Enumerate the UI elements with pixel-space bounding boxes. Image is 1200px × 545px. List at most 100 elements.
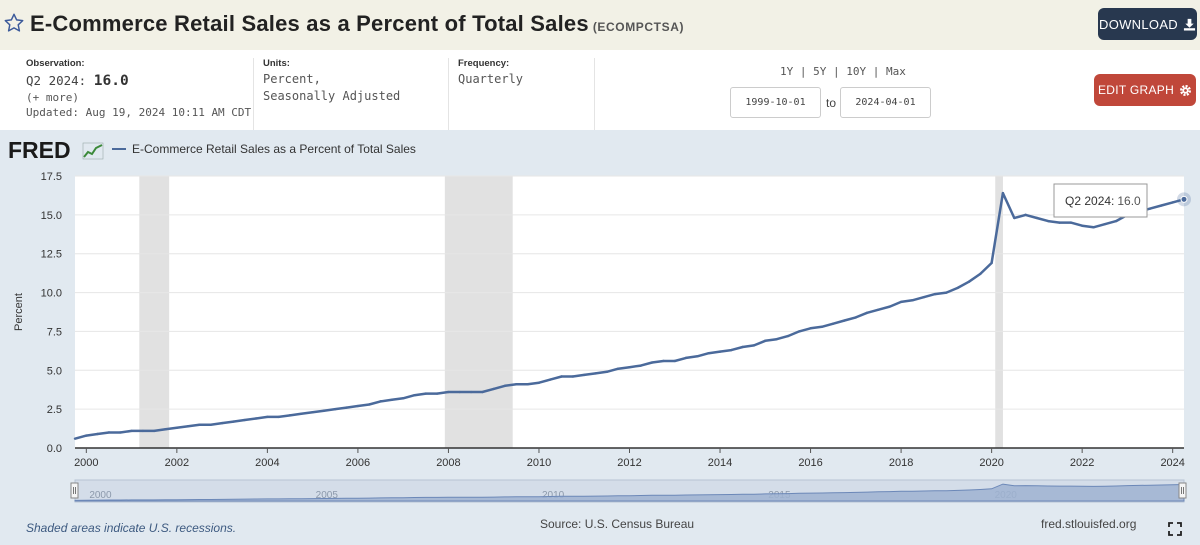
site-link[interactable]: fred.stlouisfed.org [1041,517,1137,531]
frequency-cell: Frequency: Quarterly [457,58,595,130]
x-tick-label: 2012 [617,457,641,469]
navigator-series-area [74,483,1185,502]
data-point [639,364,643,367]
data-point [1148,207,1152,210]
range-1y-button[interactable]: 1Y [780,65,794,78]
data-point [1035,216,1039,220]
data-point [515,383,518,386]
navigator-label: 2010 [542,490,565,501]
series-title: E-Commerce Retail Sales as a Percent of … [30,11,589,36]
data-point [186,425,190,428]
series-info-bar: Observation: Q2 2024: 16.0 (+ more) Upda… [0,50,1200,130]
data-point [877,308,880,311]
data-point [435,392,439,395]
frequency-value: Quarterly [458,72,524,86]
data-point [764,339,767,342]
y-tick-label: 7.5 [47,326,62,338]
data-point [865,311,869,314]
x-tick-label: 2014 [708,457,732,469]
range-10y-button[interactable]: 10Y [846,65,867,78]
navigator-right-handle[interactable] [1178,482,1187,499]
y-tick-label: 17.5 [41,171,62,183]
data-point [605,370,609,374]
data-point [322,409,326,412]
data-point [854,316,858,319]
fullscreen-icon[interactable] [1168,522,1182,536]
data-point [718,350,722,353]
data-point [775,338,778,341]
data-point [254,417,258,420]
data-point [334,407,337,411]
data-point [141,429,145,433]
data-point [1160,204,1163,207]
line-chart[interactable]: 0.0 2.5 5.0 7.5 10.0 12.5 15.0 17.5 2000 2002 200… [0,160,1200,505]
data-point [888,305,891,308]
data-point [311,411,314,414]
data-point [1058,221,1061,224]
data-point [175,426,179,429]
data-point [786,334,790,338]
start-date-input[interactable]: 1999-10-01 [730,87,821,118]
data-point [526,383,529,386]
end-date-input[interactable]: 2024-04-01 [840,87,931,118]
data-point [492,387,495,391]
observation-period: Q2 2024: [26,73,87,88]
data-point [107,431,111,434]
gear-icon [1180,84,1192,96]
edit-graph-button[interactable]: EDIT GRAPH [1094,74,1196,106]
data-point [96,432,99,436]
data-point [424,392,428,395]
legend-swatch [112,148,126,150]
units-label: Units: [263,58,290,69]
range-navigator[interactable]: 20002005201020152020 [70,479,1187,503]
navigator-label: 2000 [89,490,112,501]
data-point [571,375,575,378]
y-axis-label: Percent [13,293,25,331]
x-tick-label: 2018 [889,457,913,469]
title-bar: E-Commerce Retail Sales as a Percent of … [0,0,1200,50]
updated-label: Updated: [26,106,79,119]
recession-band [995,176,1003,448]
data-point [730,348,733,352]
more-observations-link[interactable]: (+ more) [26,91,79,104]
range-max-button[interactable]: Max [886,65,906,78]
data-point [549,378,552,381]
download-label: DOWNLOAD [1099,16,1178,32]
navigator-label: 2005 [316,490,339,501]
updated-line: Updated: Aug 19, 2024 10:11 AM CDT [26,106,253,119]
data-point [1114,219,1118,223]
x-tick-label: 2006 [346,457,370,469]
data-point [198,423,201,426]
range-selector: 1Y | 5Y | 10Y | Max [780,65,906,78]
y-tick-label: 15.0 [41,210,62,222]
data-point [368,403,371,406]
data-point [594,372,597,375]
x-tick-label: 2002 [165,457,189,469]
data-point [232,420,235,423]
data-point [662,359,665,363]
data-point [266,415,269,419]
download-button[interactable]: DOWNLOAD [1098,8,1197,40]
units-line-1: Percent, [263,72,321,86]
data-point [752,344,756,347]
data-point [1013,216,1016,220]
x-tick-label: 2024 [1160,457,1184,469]
range-5y-button[interactable]: 5Y [813,65,827,78]
tooltip-text: Q2 2024: 16.0 [1065,194,1141,208]
data-point [1069,221,1073,224]
data-point [616,367,620,370]
data-point [1001,191,1005,195]
data-point [379,400,382,403]
x-tick-label: 2004 [255,457,279,469]
recession-note: Shaded areas indicate U.S. recessions. [26,521,237,535]
data-point [85,434,88,437]
x-tick-label: 2008 [436,457,460,469]
data-point [277,415,280,419]
data-point [164,428,167,431]
navigator-left-handle[interactable] [70,482,79,499]
data-point [130,429,133,433]
star-icon[interactable] [3,12,25,34]
y-tick-label: 12.5 [41,249,62,261]
chart-legend: E-Commerce Retail Sales as a Percent of … [112,142,416,156]
tooltip-period: Q2 2024: [1065,194,1114,208]
